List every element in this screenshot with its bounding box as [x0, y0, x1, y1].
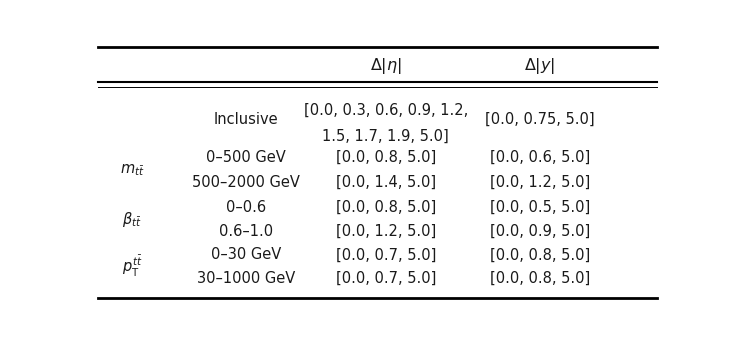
Text: $\beta_{t\bar{t}}$: $\beta_{t\bar{t}}$	[122, 210, 142, 229]
Text: 0.6–1.0: 0.6–1.0	[219, 224, 273, 239]
Text: $p_\mathrm{T}^{t\bar{t}}$: $p_\mathrm{T}^{t\bar{t}}$	[121, 254, 142, 279]
Text: 0–0.6: 0–0.6	[226, 200, 266, 215]
Text: $\Delta|\eta|$: $\Delta|\eta|$	[369, 56, 402, 76]
Text: 1.5, 1.7, 1.9, 5.0]: 1.5, 1.7, 1.9, 5.0]	[322, 129, 449, 144]
Text: [0.0, 1.2, 5.0]: [0.0, 1.2, 5.0]	[336, 224, 436, 239]
Text: 30–1000 GeV: 30–1000 GeV	[197, 271, 295, 286]
Text: [0.0, 0.3, 0.6, 0.9, 1.2,: [0.0, 0.3, 0.6, 0.9, 1.2,	[304, 103, 468, 118]
Text: [0.0, 0.75, 5.0]: [0.0, 0.75, 5.0]	[485, 112, 595, 127]
Text: $m_{t\bar{t}}$: $m_{t\bar{t}}$	[120, 162, 144, 178]
Text: $\Delta|y|$: $\Delta|y|$	[524, 56, 556, 76]
Text: [0.0, 0.7, 5.0]: [0.0, 0.7, 5.0]	[336, 248, 436, 263]
Text: [0.0, 0.8, 5.0]: [0.0, 0.8, 5.0]	[336, 200, 436, 215]
Text: [0.0, 1.2, 5.0]: [0.0, 1.2, 5.0]	[489, 175, 590, 190]
Text: Inclusive: Inclusive	[213, 112, 278, 127]
Text: 500–2000 GeV: 500–2000 GeV	[192, 175, 300, 190]
Text: [0.0, 0.5, 5.0]: [0.0, 0.5, 5.0]	[489, 200, 590, 215]
Text: [0.0, 0.8, 5.0]: [0.0, 0.8, 5.0]	[489, 248, 590, 263]
Text: [0.0, 0.7, 5.0]: [0.0, 0.7, 5.0]	[336, 271, 436, 286]
Text: [0.0, 0.8, 5.0]: [0.0, 0.8, 5.0]	[489, 271, 590, 286]
Text: [0.0, 1.4, 5.0]: [0.0, 1.4, 5.0]	[336, 175, 436, 190]
Text: 0–500 GeV: 0–500 GeV	[206, 150, 286, 165]
Text: [0.0, 0.6, 5.0]: [0.0, 0.6, 5.0]	[489, 150, 590, 165]
Text: [0.0, 0.9, 5.0]: [0.0, 0.9, 5.0]	[489, 224, 590, 239]
Text: 0–30 GeV: 0–30 GeV	[211, 248, 281, 263]
Text: [0.0, 0.8, 5.0]: [0.0, 0.8, 5.0]	[336, 150, 436, 165]
